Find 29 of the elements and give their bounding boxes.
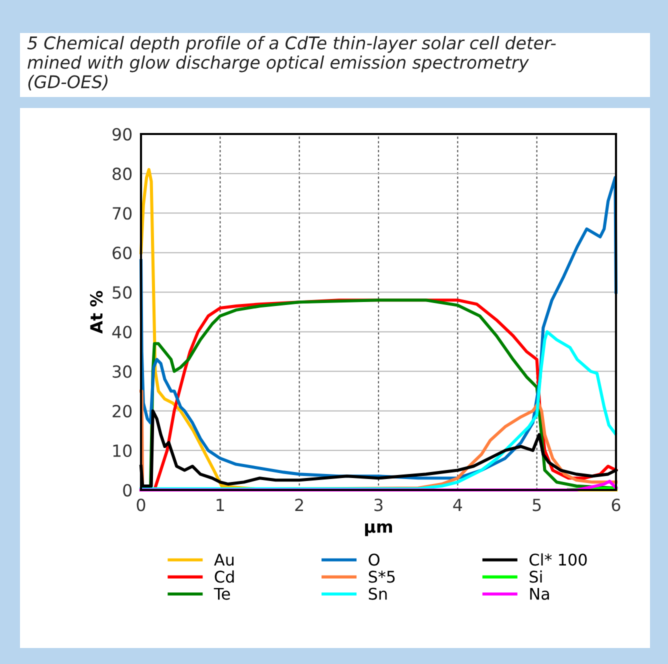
- x-axis-title: µm: [365, 523, 392, 536]
- y-axis-title: At %: [90, 290, 103, 334]
- legend-label: Au: [214, 554, 234, 566]
- y-tick-label: 60: [112, 246, 132, 260]
- legend-label: Te: [214, 588, 230, 600]
- x-tick-label: 0: [136, 498, 146, 512]
- chart-title: 5 Chemical depth profile of a CdTe thin-layer solar cell deter- mined with glow discharge optical emission spectrometry (GD-OES): [27, 36, 556, 90]
- legend-label: Na: [530, 588, 549, 600]
- legend-label: Cd: [214, 570, 234, 583]
- legend-label: Sn: [368, 588, 387, 600]
- y-tick-label: 80: [112, 168, 132, 180]
- legend-label: O: [368, 554, 380, 566]
- y-tick-label: 10: [113, 444, 132, 458]
- y-tick-label: 90: [112, 128, 132, 141]
- y-tick-label: 20: [112, 404, 132, 418]
- y-tick-label: 0: [123, 484, 132, 497]
- y-tick-label: 40: [112, 326, 132, 338]
- legend-label: S*5: [368, 570, 395, 583]
- legend-label: Si: [530, 570, 542, 583]
- y-tick-label: 70: [112, 207, 132, 220]
- x-tick-label: 2: [295, 498, 303, 511]
- legend-label: Cl* 100: [530, 553, 587, 566]
- x-tick-label: 3: [374, 498, 382, 512]
- x-tick-label: 1: [216, 498, 224, 511]
- y-tick-label: 30: [112, 365, 132, 378]
- x-tick-label: 6: [612, 498, 620, 512]
- y-tick-label: 50: [112, 286, 132, 299]
- x-tick-label: 5: [532, 498, 541, 512]
- x-tick-label: 4: [453, 498, 462, 511]
